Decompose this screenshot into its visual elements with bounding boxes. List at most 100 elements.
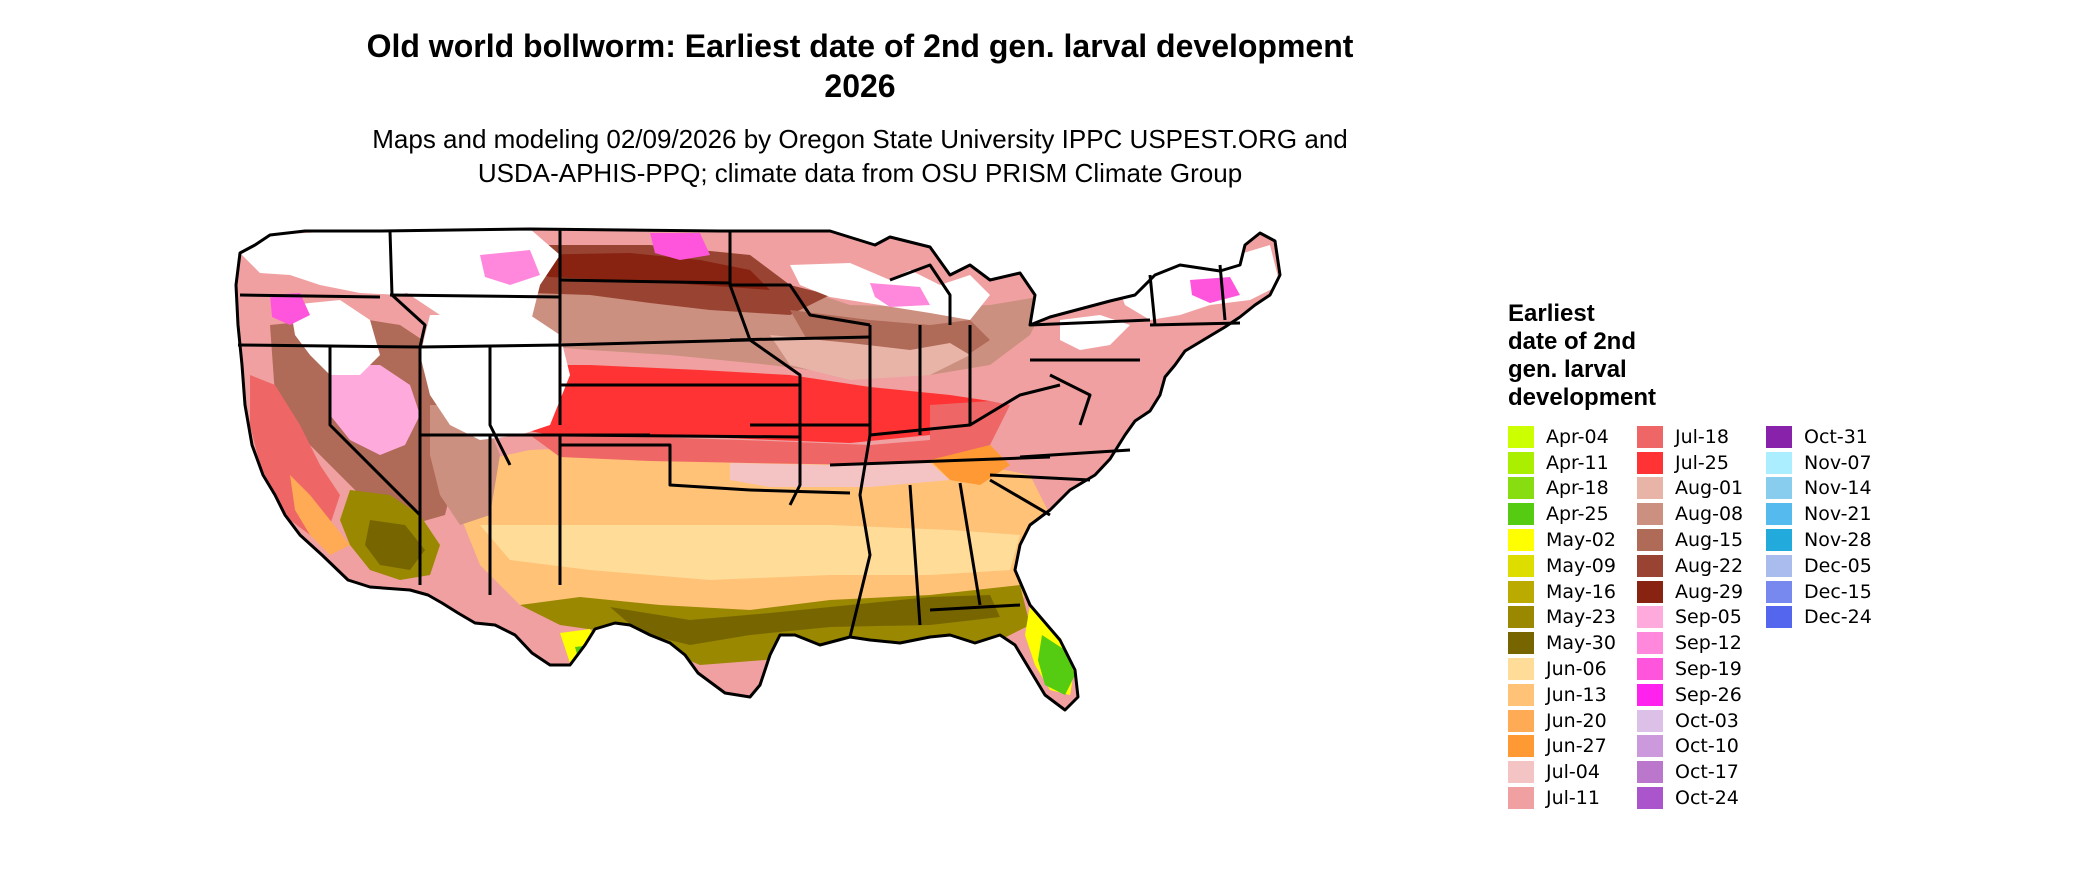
legend-item: Oct-10 <box>1637 734 1743 760</box>
legend-item: Dec-05 <box>1766 553 1872 579</box>
west-pink-mountains <box>330 365 420 455</box>
legend-swatch <box>1508 787 1534 810</box>
legend-item: Apr-11 <box>1508 450 1616 476</box>
band-gulf-olive-dark <box>610 595 1000 645</box>
legend-item: Jun-27 <box>1508 734 1616 760</box>
legend-label: Jul-04 <box>1546 761 1600 784</box>
legend-swatch <box>1637 529 1663 552</box>
legend-item: Oct-03 <box>1637 708 1743 734</box>
legend-item: Jul-25 <box>1637 450 1743 476</box>
border-ar-la <box>749 488 851 495</box>
border-ia-mo <box>729 335 871 342</box>
legend-swatch <box>1637 554 1663 577</box>
fringe-magenta-michigan <box>870 283 930 307</box>
fringe-magenta-dakotas <box>650 233 710 260</box>
legend-swatch <box>1508 425 1534 448</box>
border-ok-tx <box>560 443 751 492</box>
legend-swatch <box>1766 554 1792 577</box>
legend-label: Oct-24 <box>1675 787 1739 810</box>
legend-label: Apr-18 <box>1546 477 1609 500</box>
legend-label: Jun-20 <box>1546 709 1607 732</box>
border-or-ca-nv <box>237 343 421 349</box>
legend-item: Jun-20 <box>1508 708 1616 734</box>
legend-swatch <box>1508 761 1534 784</box>
legend-title: Earliest date of 2nd gen. larval develop… <box>1508 300 1708 412</box>
legend-swatch <box>1508 683 1534 706</box>
border-al-ga <box>958 482 982 606</box>
band-south-coral <box>530 435 950 465</box>
fringe-magenta-maine <box>1190 277 1240 303</box>
legend-label: Sep-26 <box>1675 683 1742 706</box>
legend-item: Dec-15 <box>1766 579 1872 605</box>
legend-title-line: development <box>1508 384 1657 411</box>
legend-swatch <box>1508 477 1534 500</box>
border-nc-sc <box>989 473 1091 482</box>
legend-label: Aug-29 <box>1675 580 1744 603</box>
fringe-magenta-nw <box>270 293 310 325</box>
band-light-orange <box>480 525 1020 580</box>
border-wv-va <box>1049 373 1092 426</box>
border-ms-al <box>908 484 922 626</box>
legend-item: Jun-13 <box>1508 682 1616 708</box>
legend-label: Jul-18 <box>1675 425 1729 448</box>
us-development-map <box>234 227 1282 712</box>
legend-label: Jun-06 <box>1546 658 1607 681</box>
legend-column-2: Jul-18 Jul-25 Aug-01 Aug-08 Aug-15 Aug-22 Aug-… <box>1637 424 1743 811</box>
legend-item: Oct-17 <box>1637 759 1743 785</box>
border-mn-wi <box>730 283 871 327</box>
legend-item: Oct-31 <box>1766 424 1872 450</box>
border-mt-wy <box>389 293 561 299</box>
legend-item: Aug-15 <box>1637 527 1743 553</box>
band-east-coral <box>930 401 1010 460</box>
legend-label: Jul-11 <box>1546 787 1600 810</box>
legend-swatch <box>1637 735 1663 758</box>
legend-label: Apr-04 <box>1546 425 1609 448</box>
legend-label: Aug-08 <box>1675 503 1744 526</box>
legend-label: Apr-11 <box>1546 451 1609 474</box>
legend-item: Aug-01 <box>1637 476 1743 502</box>
legend-label: Dec-24 <box>1804 606 1872 629</box>
legend-label: Dec-15 <box>1804 580 1872 603</box>
legend-swatch <box>1508 580 1534 603</box>
legend-item: Sep-26 <box>1637 682 1743 708</box>
legend-title-line: gen. larval <box>1508 356 1627 383</box>
legend-item: Sep-19 <box>1637 656 1743 682</box>
border-nh-me <box>1218 264 1227 321</box>
border-nd-sd <box>559 278 731 285</box>
border-va-nc <box>1019 448 1131 459</box>
legend-swatch <box>1637 683 1663 706</box>
legend-swatch <box>1766 606 1792 629</box>
legend-column-1: Apr-04 Apr-11 Apr-18 Apr-25 May-02 May-09 May-… <box>1508 424 1616 811</box>
border-michigan <box>889 263 952 325</box>
legend-label: Nov-28 <box>1804 529 1872 552</box>
legend-swatch <box>1508 658 1534 681</box>
legend-label: May-02 <box>1546 529 1616 552</box>
legend-item: Aug-22 <box>1637 553 1743 579</box>
legend-swatch <box>1637 709 1663 732</box>
border-plains-east <box>728 231 802 506</box>
california-coral <box>250 375 340 535</box>
legend-label: May-23 <box>1546 606 1616 629</box>
legend-label: Aug-15 <box>1675 529 1744 552</box>
legend-swatch <box>1766 451 1792 474</box>
border-ca-nv <box>328 347 422 517</box>
legend-item: May-02 <box>1508 527 1616 553</box>
legend-swatch <box>1637 503 1663 526</box>
border-ga-sc <box>989 478 1051 517</box>
legend-swatch <box>1766 425 1792 448</box>
legend-swatch <box>1766 477 1792 500</box>
california-orange <box>290 475 350 555</box>
legend-item: Oct-24 <box>1637 785 1743 811</box>
legend-swatch <box>1508 529 1534 552</box>
state-boundaries <box>234 227 1282 712</box>
legend-swatch <box>1766 580 1792 603</box>
legend-label: Apr-25 <box>1546 503 1609 526</box>
map-title: Old world bollworm: Earliest date of 2nd… <box>366 28 1354 64</box>
legend-item: Apr-25 <box>1508 501 1616 527</box>
legend-label: Aug-22 <box>1675 554 1744 577</box>
legend-swatch <box>1508 451 1534 474</box>
legend-swatch <box>1637 580 1663 603</box>
legend-label: Aug-01 <box>1675 477 1744 500</box>
legend-label: Oct-31 <box>1804 425 1868 448</box>
legend-title-line: Earliest <box>1508 300 1595 327</box>
